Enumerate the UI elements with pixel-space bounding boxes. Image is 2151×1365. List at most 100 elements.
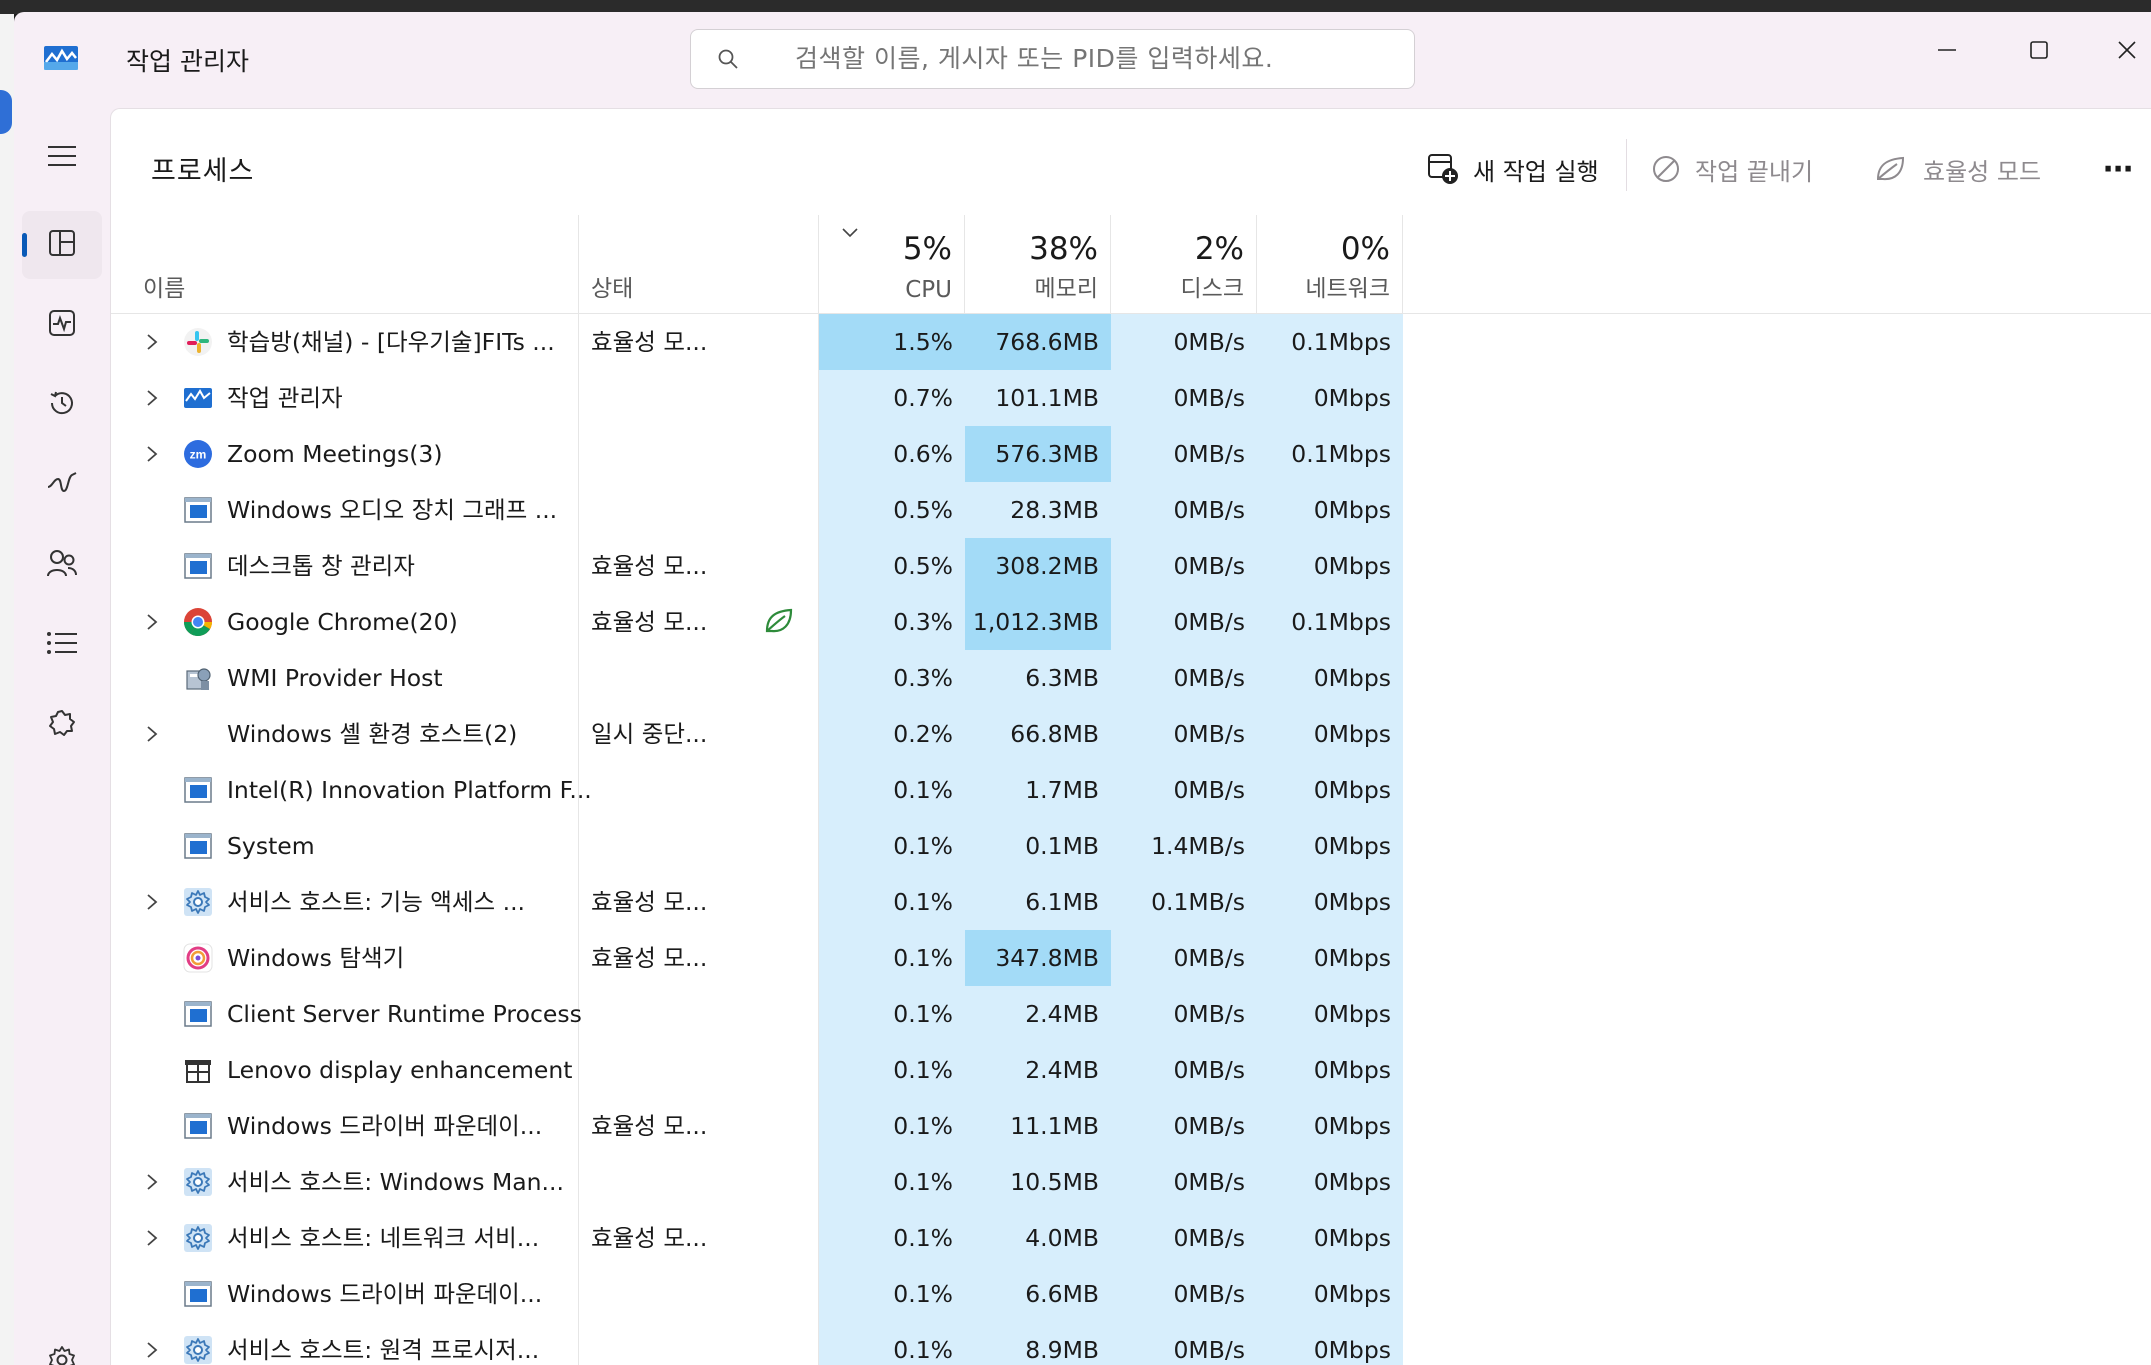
process-status-cell [579,650,819,706]
process-name: Windows 탐색기 [227,944,405,972]
search-input[interactable] [795,30,1395,88]
process-name-cell: Windows 탐색기 [111,930,579,986]
process-row[interactable]: Windows 드라이버 파운데이... 효율성 모... 0.1% 11.1M… [111,1098,2151,1154]
process-row[interactable]: System 0.1% 0.1MB 1.4MB/s 0Mbps [111,818,2151,874]
expand-chevron-icon[interactable] [145,892,159,916]
expand-chevron-icon[interactable] [145,1340,159,1364]
process-status: 효율성 모... [591,888,708,916]
expand-chevron-icon[interactable] [145,1172,159,1196]
column-disk[interactable]: 2% 디스크 [1111,215,1257,313]
process-row[interactable]: Client Server Runtime Process 0.1% 2.4MB… [111,986,2151,1042]
more-options-icon: ⋯ [2103,151,2133,187]
nav-startup-apps[interactable] [22,451,102,519]
process-disk: 0MB/s [1111,1322,1257,1365]
process-row[interactable]: 서비스 호스트: 원격 프로시저... 0.1% 8.9MB 0MB/s 0Mb… [111,1322,2151,1365]
process-disk: 0MB/s [1111,426,1257,482]
expand-chevron-icon[interactable] [145,1228,159,1252]
efficiency-mode-button[interactable]: 효율성 모드 [1875,149,2041,189]
process-name: Google Chrome(20) [227,608,458,636]
nav-services[interactable] [22,691,102,759]
process-name-cell: Windows 드라이버 파운데이... [111,1266,579,1322]
process-network: 0Mbps [1257,874,1403,930]
expand-chevron-icon[interactable] [145,612,159,636]
process-row[interactable]: Lenovo display enhancement 0.1% 2.4MB 0M… [111,1042,2151,1098]
column-status-label: 상태 [591,276,634,302]
process-memory: 0.1MB [965,818,1111,874]
process-row[interactable]: Google Chrome(20) 효율성 모... 0.3% 1,012.3M… [111,594,2151,650]
process-status-cell: 효율성 모... [579,1098,819,1154]
more-options-button[interactable]: ⋯ [2103,149,2133,189]
process-name-cell: 작업 관리자 [111,370,579,426]
process-row[interactable]: 학습방(채널) - [다우기술]FITs ... 효율성 모... 1.5% 7… [111,314,2151,370]
task-manager-app-icon [44,44,78,72]
process-network: 0Mbps [1257,650,1403,706]
process-name-cell: Lenovo display enhancement [111,1042,579,1098]
nav-details[interactable] [22,611,102,679]
process-list: 학습방(채널) - [다우기술]FITs ... 효율성 모... 1.5% 7… [111,314,2151,1365]
close-button[interactable] [2092,22,2151,82]
process-row[interactable]: zm Zoom Meetings(3) 0.6% 576.3MB 0MB/s 0… [111,426,2151,482]
process-row[interactable]: Windows 셸 환경 호스트(2) 일시 중단... 0.2% 66.8MB… [111,706,2151,762]
process-disk: 0MB/s [1111,706,1257,762]
process-row[interactable]: 서비스 호스트: 네트워크 서비... 효율성 모... 0.1% 4.0MB … [111,1210,2151,1266]
process-name: 서비스 호스트: Windows Man... [227,1168,564,1196]
process-name: 서비스 호스트: 원격 프로시저... [227,1336,540,1364]
column-name[interactable]: 이름 [111,215,579,313]
process-row[interactable]: 작업 관리자 0.7% 101.1MB 0MB/s 0Mbps [111,370,2151,426]
process-row[interactable]: 서비스 호스트: Windows Man... 0.1% 10.5MB 0MB/… [111,1154,2151,1210]
process-row[interactable]: Windows 오디오 장치 그래프 ... 0.5% 28.3MB 0MB/s… [111,482,2151,538]
search-box[interactable] [690,29,1415,89]
nav-processes[interactable] [22,211,102,279]
title-bar: 작업 관리자 [14,12,2151,108]
process-row[interactable]: Windows 드라이버 파운데이... 0.1% 6.6MB 0MB/s 0M… [111,1266,2151,1322]
process-network: 0Mbps [1257,706,1403,762]
expand-chevron-icon[interactable] [145,724,159,748]
process-row[interactable]: Intel(R) Innovation Platform F... 0.1% 1… [111,762,2151,818]
process-cpu: 0.5% [819,538,965,594]
cpu-total-percent: 5% [902,231,952,267]
process-status-cell [579,818,819,874]
process-cpu: 0.1% [819,818,965,874]
process-name-cell: 서비스 호스트: 기능 액세스 ... [111,874,579,930]
process-name-cell: Intel(R) Innovation Platform F... [111,762,592,818]
expand-chevron-icon[interactable] [145,332,159,356]
process-disk: 0MB/s [1111,1154,1257,1210]
process-cpu: 0.1% [819,874,965,930]
close-icon [2116,39,2138,65]
process-row[interactable]: 데스크톱 창 관리자 효율성 모... 0.5% 308.2MB 0MB/s 0… [111,538,2151,594]
cpu-column-label: CPU [905,277,952,303]
service-gear-icon [183,1335,213,1365]
end-task-button[interactable]: 작업 끝내기 [1651,149,1813,189]
expand-chevron-icon[interactable] [145,444,159,468]
history-icon [47,388,77,422]
process-status: 효율성 모... [591,1112,708,1140]
active-indicator [22,233,27,257]
nav-users[interactable] [22,531,102,599]
column-cpu[interactable]: 5% CPU [819,215,965,313]
nav-settings[interactable] [22,1328,102,1365]
nav-performance[interactable] [22,291,102,359]
process-row[interactable]: 서비스 호스트: 기능 액세스 ... 효율성 모... 0.1% 6.1MB … [111,874,2151,930]
nav-app-history[interactable] [22,371,102,439]
process-status-cell [579,1322,819,1365]
process-memory: 347.8MB [965,930,1111,986]
process-memory: 6.6MB [965,1266,1111,1322]
column-name-label: 이름 [143,276,186,302]
column-status[interactable]: 상태 [579,215,819,313]
process-name: Windows 드라이버 파운데이... [227,1112,543,1140]
process-row[interactable]: WMI Provider Host 0.3% 6.3MB 0MB/s 0Mbps [111,650,2151,706]
process-disk: 1.4MB/s [1111,818,1257,874]
process-row[interactable]: Windows 탐색기 효율성 모... 0.1% 347.8MB 0MB/s … [111,930,2151,986]
process-name: Windows 셸 환경 호스트(2) [227,720,518,748]
nav-menu-toggle[interactable] [22,124,102,192]
settings-gear-icon [47,1345,77,1365]
memory-total-percent: 38% [1029,231,1098,267]
maximize-button[interactable] [2004,22,2074,82]
process-status-cell: 효율성 모... [579,538,819,594]
column-network[interactable]: 0% 네트워크 [1257,215,1403,313]
column-memory[interactable]: 38% 메모리 [965,215,1111,313]
run-new-task-button[interactable]: 새 작업 실행 [1427,149,1599,189]
expand-chevron-icon[interactable] [145,388,159,412]
minimize-button[interactable] [1912,22,1982,82]
process-disk: 0.1MB/s [1111,874,1257,930]
